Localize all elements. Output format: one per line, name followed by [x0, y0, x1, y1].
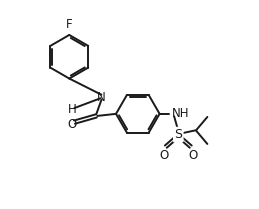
Text: O: O	[188, 149, 197, 162]
Text: N: N	[97, 91, 106, 104]
Text: F: F	[66, 18, 73, 31]
Text: O: O	[68, 118, 77, 131]
Text: O: O	[159, 149, 168, 162]
Text: NH: NH	[172, 107, 190, 120]
Text: S: S	[174, 128, 182, 141]
Text: H: H	[68, 103, 77, 116]
